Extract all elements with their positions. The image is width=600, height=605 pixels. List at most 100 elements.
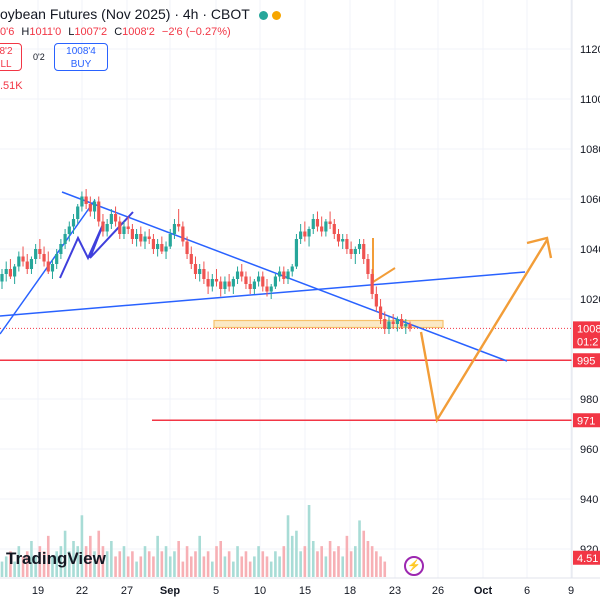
candle[interactable] (273, 276, 278, 287)
candle[interactable] (303, 231, 307, 237)
candle[interactable] (172, 224, 177, 234)
candle[interactable] (156, 244, 160, 249)
candle[interactable] (92, 201, 97, 212)
candle[interactable] (240, 271, 244, 277)
candle[interactable] (84, 196, 88, 205)
candle[interactable] (214, 279, 219, 282)
candle[interactable] (181, 226, 185, 242)
candle[interactable] (362, 244, 366, 259)
candle[interactable] (109, 214, 113, 224)
candle[interactable] (164, 246, 168, 252)
candle[interactable] (227, 281, 231, 287)
candle[interactable] (38, 249, 42, 254)
sell-button[interactable]: 8'2 LL (0, 43, 22, 71)
candle[interactable] (59, 244, 63, 254)
candle[interactable] (370, 274, 374, 294)
candle[interactable] (130, 229, 134, 239)
candle[interactable] (160, 244, 164, 252)
candle[interactable] (252, 281, 256, 290)
candle[interactable] (126, 226, 130, 230)
projection-arrow[interactable] (372, 238, 396, 284)
candle[interactable] (261, 276, 265, 287)
support-zone[interactable] (213, 319, 444, 329)
candle[interactable] (282, 271, 286, 280)
projection-path[interactable] (419, 239, 549, 424)
candle[interactable] (122, 226, 126, 235)
candle[interactable] (269, 286, 273, 292)
candle[interactable] (189, 254, 193, 264)
candle[interactable] (235, 271, 240, 280)
candle[interactable] (357, 244, 362, 249)
candle[interactable] (105, 224, 109, 232)
candle[interactable] (55, 254, 59, 264)
candle[interactable] (185, 241, 189, 255)
candle[interactable] (113, 214, 118, 222)
candle[interactable] (168, 234, 172, 247)
candle[interactable] (345, 239, 349, 249)
candle[interactable] (101, 221, 105, 232)
candle[interactable] (307, 229, 311, 237)
candle[interactable] (399, 319, 404, 327)
candle[interactable] (315, 219, 320, 227)
candle[interactable] (311, 219, 315, 229)
candle[interactable] (353, 249, 357, 254)
candle[interactable] (324, 221, 328, 232)
candle[interactable] (231, 279, 235, 287)
candle[interactable] (404, 324, 408, 327)
candle[interactable] (25, 261, 29, 270)
candle[interactable] (71, 219, 76, 227)
candle[interactable] (147, 236, 151, 240)
candle[interactable] (349, 249, 353, 254)
trend-line[interactable] (0, 271, 526, 317)
candle[interactable] (336, 234, 341, 242)
candle[interactable] (374, 294, 378, 307)
candle[interactable] (202, 269, 206, 279)
candle[interactable] (328, 221, 332, 225)
candle[interactable] (219, 281, 223, 290)
candle[interactable] (46, 261, 50, 272)
candle[interactable] (395, 319, 399, 324)
candle[interactable] (294, 239, 299, 267)
candle[interactable] (139, 234, 143, 242)
candle[interactable] (341, 239, 345, 242)
candle[interactable] (366, 259, 370, 274)
candle[interactable] (244, 276, 248, 285)
candle[interactable] (21, 256, 25, 262)
candle[interactable] (97, 201, 101, 222)
candle[interactable] (177, 224, 181, 227)
candle[interactable] (88, 204, 92, 212)
price-axis[interactable] (572, 0, 600, 578)
candle[interactable] (278, 271, 282, 277)
candle[interactable] (299, 231, 303, 240)
candle[interactable] (210, 279, 214, 287)
candle[interactable] (143, 236, 147, 242)
candle[interactable] (332, 224, 336, 234)
candle[interactable] (34, 249, 38, 259)
candle[interactable] (391, 321, 395, 325)
candle[interactable] (206, 279, 210, 287)
candle[interactable] (67, 226, 71, 235)
buy-button[interactable]: 1008'4 BUY (54, 43, 108, 71)
candle[interactable] (193, 264, 198, 274)
candle[interactable] (80, 196, 84, 207)
candle[interactable] (50, 264, 55, 272)
candle[interactable] (320, 226, 324, 232)
candle[interactable] (118, 221, 122, 235)
candle[interactable] (0, 274, 4, 282)
symbol-header[interactable]: oybean Futures (Nov 2025) · 4h · CBOT (0, 6, 285, 23)
candle[interactable] (378, 306, 383, 320)
candle[interactable] (13, 266, 17, 277)
candle[interactable] (383, 319, 387, 329)
symbol-title[interactable]: oybean Futures (Nov 2025) · 4h · CBOT (0, 6, 250, 22)
tradingview-logo[interactable]: TradingView (6, 549, 106, 569)
candle[interactable] (76, 206, 80, 220)
candle[interactable] (42, 254, 46, 262)
candle[interactable] (223, 281, 227, 290)
candle[interactable] (4, 269, 8, 274)
candle[interactable] (286, 271, 290, 280)
candle[interactable] (256, 276, 261, 282)
candle[interactable] (265, 286, 269, 292)
candle[interactable] (63, 234, 67, 244)
candle[interactable] (134, 234, 139, 239)
